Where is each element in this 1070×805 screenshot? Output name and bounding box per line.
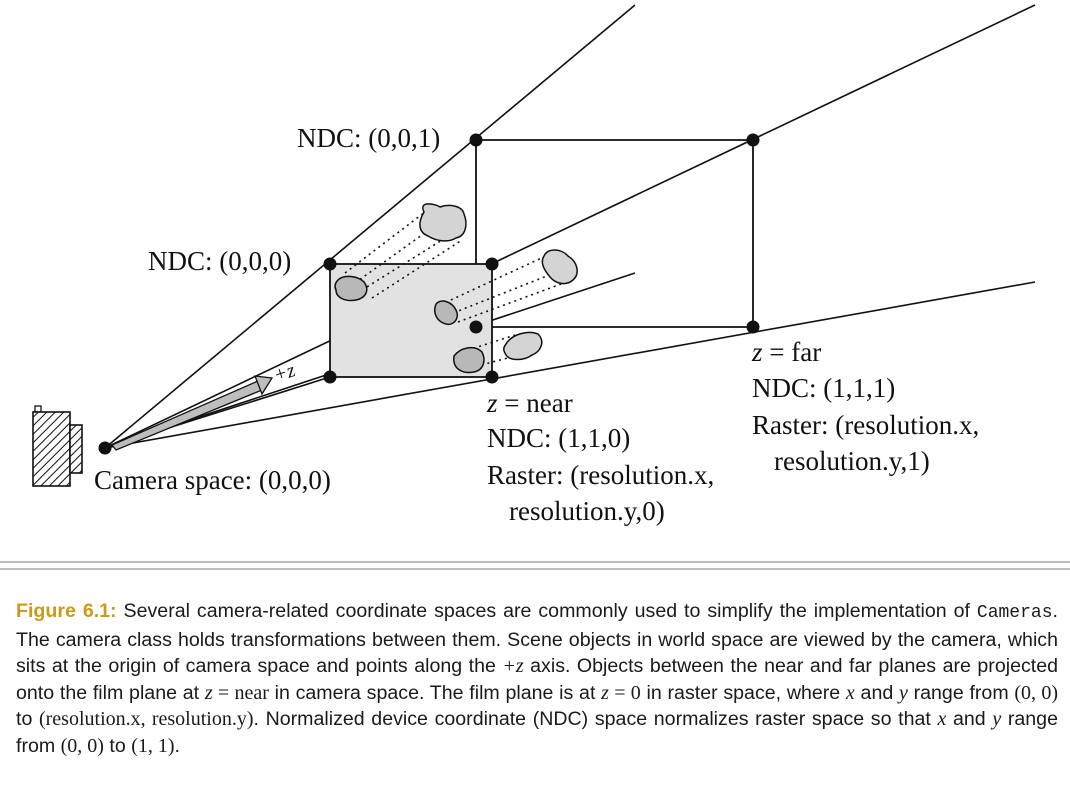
projected-object-1 [334,275,368,302]
ray-top [104,4,636,449]
projected-objects [334,275,485,374]
frustum-rays [104,4,1036,449]
label-far-raster-line2: resolution.y,1) [774,446,930,476]
object-2 [541,249,578,285]
figure-caption: Figure 6.1: Several camera-related coord… [16,600,1059,757]
label-z-axis: +z [271,359,298,387]
vertex-ndc-111 [746,320,760,334]
label-near-ndc: NDC: (1,1,0) [487,423,630,453]
label-far-raster-line1: Raster: (resolution.x, [752,410,979,440]
projected-object-2 [434,300,458,326]
projected-object-3 [453,346,485,374]
vertex-near-bottom-left [323,370,337,384]
label-camera-space: Camera space: (0,0,0) [94,465,331,495]
vertex-ndc-001 [469,133,483,147]
label-near-plane: z = near [486,388,573,418]
label-far-ndc: NDC: (1,1,1) [752,373,895,403]
vertex-ndc-110 [485,370,499,384]
label-near-raster-line1: Raster: (resolution.x, [487,460,714,490]
label-far-plane: z = far [751,337,821,367]
object-1 [419,203,467,242]
label-ndc-001: NDC: (0,0,1) [297,123,440,153]
label-near-raster-line2: resolution.y,0) [509,496,665,526]
caption-divider-top [0,561,1070,563]
camera-spaces-diagram: NDC: (0,0,1) NDC: (0,0,0) +z Camera spac… [32,4,1036,526]
figure-number: Figure 6.1: [16,600,117,622]
scene-objects [419,203,578,361]
z-axis-arrow-head [254,375,274,396]
label-ndc-000: NDC: (0,0,0) [148,246,291,276]
z-axis-arrow-shaft [110,380,263,451]
code-cameras: Cameras [976,603,1053,623]
camera-icon [32,405,83,487]
ray-top-far [104,4,1036,449]
vertex-near-top-right [485,257,499,271]
projection-lines [344,211,573,369]
object-3 [503,331,543,361]
camera-origin-point [98,441,112,455]
caption-divider-bottom [0,568,1070,570]
vertex-ndc-000 [323,257,337,271]
vertex-far-top-right [746,133,760,147]
far-plane [475,139,754,328]
vertex-far-bottom-left [469,320,483,334]
vertex-dots [98,133,760,455]
ray-bottom [104,281,1036,449]
